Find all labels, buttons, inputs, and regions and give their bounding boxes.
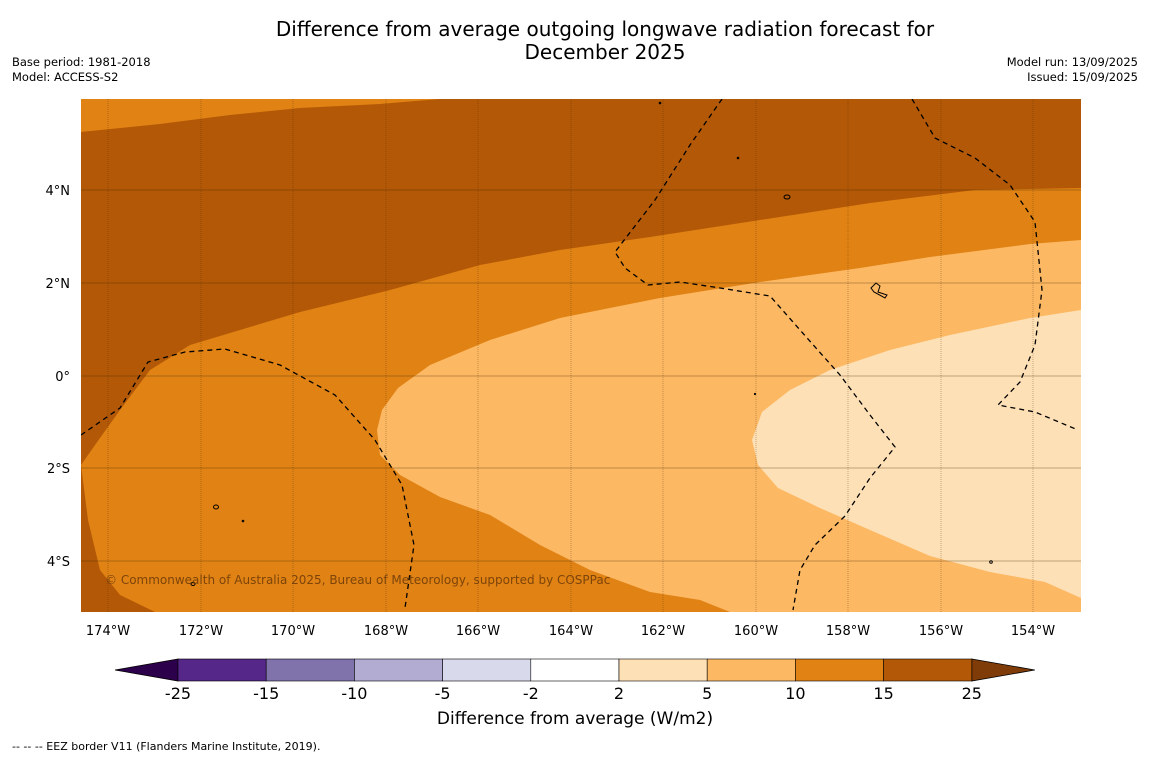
band-2-5 <box>752 310 1081 598</box>
colorbar-segment <box>265 658 355 682</box>
colorbar-segment <box>177 658 267 682</box>
x-tick-label: 160°W <box>734 624 778 639</box>
y-tick-label: 4°N <box>46 184 71 199</box>
colorbar-extend-low <box>114 658 179 682</box>
graticule <box>81 99 1081 612</box>
y-tick-label: 0° <box>55 370 70 385</box>
colorbar-segment <box>795 658 884 682</box>
meta-left: Base period: 1981-2018 Model: ACCESS-S2 <box>12 55 151 85</box>
colorbar-segment <box>530 658 620 682</box>
copyright-notice: © Commonwealth of Australia 2025, Bureau… <box>105 573 610 587</box>
colorbar-tick-label: 2 <box>614 684 624 703</box>
x-tick-label: 154°W <box>1011 624 1055 639</box>
colorbar-tick-label: -2 <box>523 684 539 703</box>
colorbar-segment <box>706 658 796 682</box>
colorbar-tick-label: -15 <box>253 684 279 703</box>
eez-borders <box>81 99 1079 611</box>
colorbar-tick-label: 5 <box>702 684 712 703</box>
x-tick-label: 164°W <box>549 624 593 639</box>
island <box>753 392 757 396</box>
y-tick-label: 2°S <box>47 462 70 477</box>
island <box>870 282 888 299</box>
x-axis-labels: 174°W 172°W 170°W 168°W 166°W 164°W 162°… <box>86 624 1055 639</box>
colorbar-tick-label: 25 <box>962 684 982 703</box>
eez-border-east <box>911 99 1079 431</box>
issued-date: Issued: 15/09/2025 <box>1027 70 1138 84</box>
colorbar-segment <box>354 658 443 682</box>
island <box>989 560 993 564</box>
x-tick-label: 162°W <box>641 624 685 639</box>
y-tick-label: 2°N <box>46 277 71 292</box>
x-tick-label: 158°W <box>826 624 870 639</box>
islands <box>190 101 993 586</box>
colorbar: -25 -15 -10 -5 -2 2 5 10 15 25 <box>114 658 1035 703</box>
colorbar-segment <box>442 658 532 682</box>
x-tick-label: 170°W <box>271 624 315 639</box>
x-tick-label: 174°W <box>86 624 130 639</box>
eez-legend-footer: -- -- -- EEZ border V11 (Flanders Marine… <box>12 740 321 753</box>
y-axis-labels: 4°N 2°N 0° 2°S 4°S <box>46 184 71 570</box>
x-tick-label: 172°W <box>179 624 223 639</box>
colorbar-tick-label: -5 <box>435 684 451 703</box>
colorbar-tick-label: -25 <box>165 684 191 703</box>
y-tick-label: 4°S <box>47 555 70 570</box>
model-name: Model: ACCESS-S2 <box>12 70 119 84</box>
x-tick-label: 166°W <box>456 624 500 639</box>
colorbar-segment <box>883 658 973 682</box>
title-line-2: December 2025 <box>524 40 686 64</box>
map-plot-area: © Commonwealth of Australia 2025, Bureau… <box>81 99 1081 612</box>
colorbar-tick-label: -10 <box>341 684 367 703</box>
island <box>241 519 245 523</box>
colorbar-tick-label: 10 <box>785 684 805 703</box>
colorbar-extend-high <box>971 658 1035 682</box>
base-period: Base period: 1981-2018 <box>12 55 151 69</box>
meta-right: Model run: 13/09/2025 Issued: 15/09/2025 <box>1007 55 1138 85</box>
colorbar-label: Difference from average (W/m2) <box>436 709 714 729</box>
map-title: Difference from average outgoing longwav… <box>230 18 980 64</box>
island <box>783 194 791 200</box>
model-run: Model run: 13/09/2025 <box>1006 55 1138 69</box>
x-tick-label: 168°W <box>364 624 408 639</box>
colorbar-tick-label: 15 <box>873 684 893 703</box>
island <box>736 156 740 160</box>
eez-border-central <box>614 99 896 611</box>
island <box>190 582 196 586</box>
x-tick-label: 156°W <box>919 624 963 639</box>
island <box>213 504 219 510</box>
eez-border-west <box>81 348 415 609</box>
band-10-15-top <box>81 99 440 132</box>
island <box>658 101 662 105</box>
colorbar-segment <box>618 658 708 682</box>
title-line-1: Difference from average outgoing longwav… <box>275 17 935 41</box>
